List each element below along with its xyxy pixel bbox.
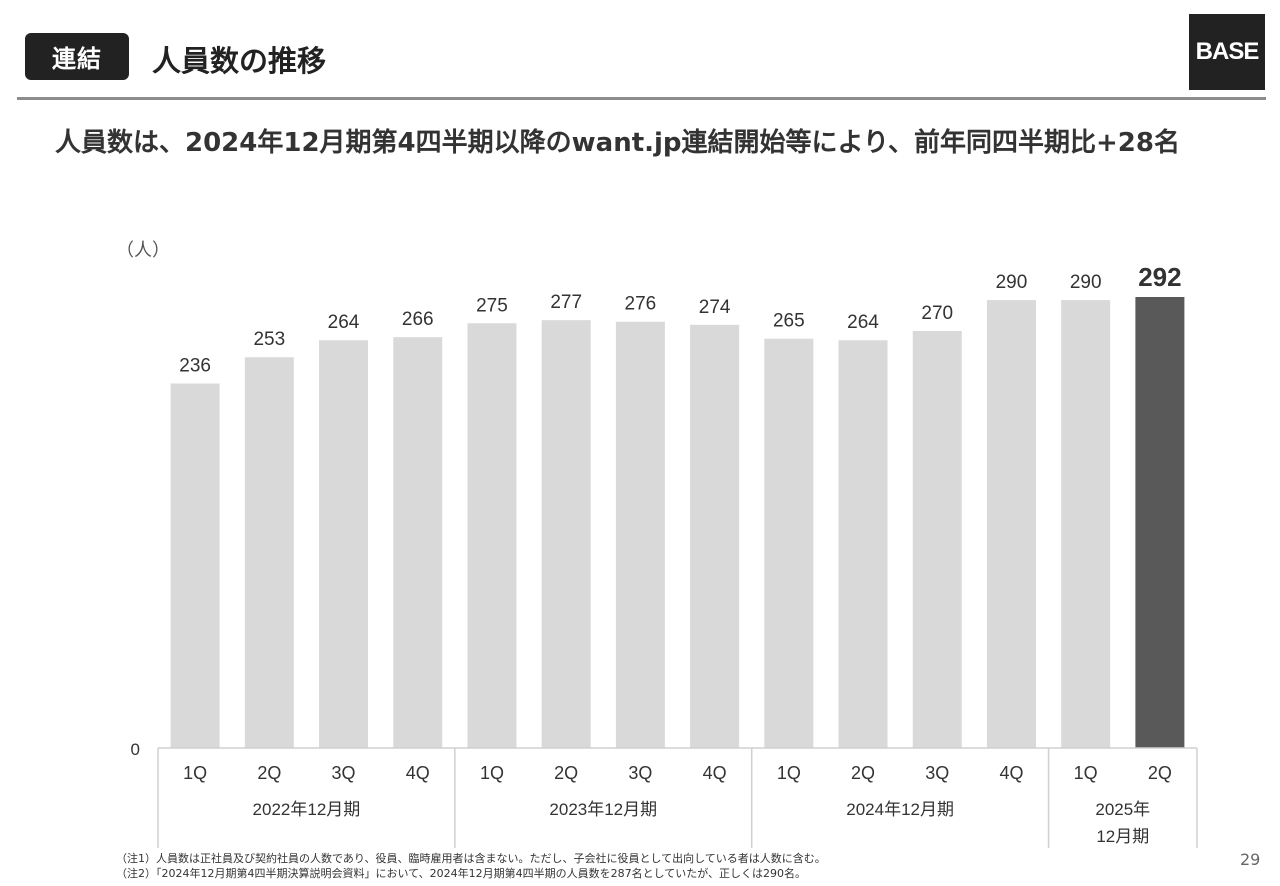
bar [244,357,294,748]
bar [170,383,220,748]
bar [467,323,517,748]
header-divider [17,97,1266,100]
footnotes: （注1）人員数は正社員及び契約社員の人数であり、役員、臨時雇用者は含まない。ただ… [116,851,826,881]
data-label: 270 [921,303,953,324]
y-axis-unit-label: （人） [116,240,170,261]
data-label: 266 [402,309,434,330]
bar [690,324,740,748]
bar [912,330,962,748]
x-tick-label: 2Q [1148,763,1172,783]
y-axis-zero-label: 0 [131,740,140,759]
data-label: 276 [625,294,657,315]
x-tick-label: 2Q [257,763,281,783]
data-label: 264 [328,312,360,333]
bar [764,338,814,748]
data-label: 275 [476,295,508,316]
x-tick-label: 3Q [332,763,356,783]
footnote-1: （注1）人員数は正社員及び契約社員の人数であり、役員、臨時雇用者は含まない。ただ… [116,852,826,865]
bar [838,340,888,748]
fiscal-year-group-label: 2022年12月期 [253,800,361,819]
data-label: 236 [179,355,211,376]
x-tick-label: 2Q [851,763,875,783]
x-tick-label: 1Q [1074,763,1098,783]
x-tick-label: 2Q [554,763,578,783]
fiscal-year-group-label: 2024年12月期 [846,800,954,819]
data-label: 290 [996,272,1028,293]
footnote-2: （注2）「2024年12月期第4四半期決算説明会資料」において、2024年12月… [116,867,807,880]
bar [393,337,443,748]
bar [541,320,591,748]
data-label: 277 [550,292,582,313]
data-label: 265 [773,311,805,332]
bar [615,321,665,748]
data-label: 253 [253,329,285,350]
x-tick-label: 4Q [999,763,1023,783]
subtitle: 人員数は、2024年12月期第4四半期以降のwant.jp連結開始等により、前年… [55,128,1180,158]
bar [1061,300,1111,748]
bar [986,300,1036,748]
data-label: 264 [847,312,879,333]
data-label: 290 [1070,272,1102,293]
x-tick-label: 1Q [183,763,207,783]
x-tick-label: 4Q [703,763,727,783]
x-tick-label: 3Q [628,763,652,783]
page-title: 人員数の推移 [152,44,327,78]
data-label: 274 [699,297,731,318]
page-number: 29 [1240,850,1261,869]
data-label: 292 [1138,262,1181,292]
x-tick-label: 1Q [480,763,504,783]
fiscal-year-group-label: 2023年12月期 [549,800,657,819]
fiscal-year-group-label: 2025年 12月期 [1095,800,1150,846]
bar [319,340,369,748]
consolidated-badge: 連結 [25,33,129,80]
x-tick-label: 3Q [925,763,949,783]
x-tick-label: 4Q [406,763,430,783]
base-logo: BASE [1189,14,1265,90]
x-tick-label: 1Q [777,763,801,783]
bar [1135,297,1185,748]
